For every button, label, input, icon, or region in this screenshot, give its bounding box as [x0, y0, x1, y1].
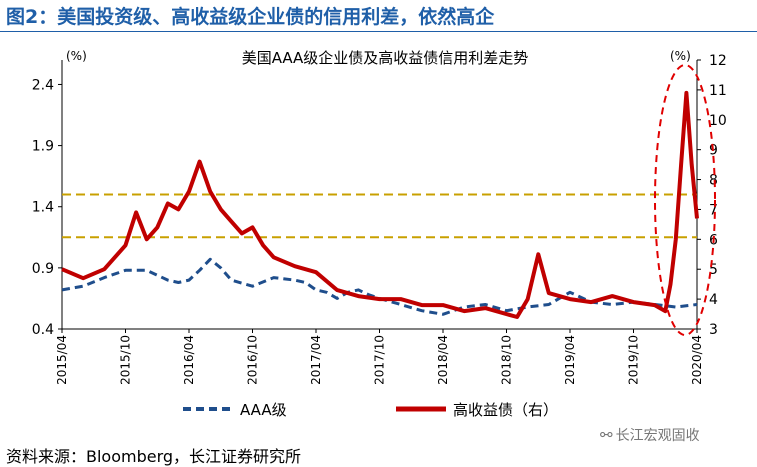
- right-tick-label: 10: [709, 113, 727, 129]
- right-tick-label: 3: [709, 322, 718, 338]
- right-tick-label: 8: [709, 173, 718, 189]
- chart: 美国AAA级企业债及高收益债信用利差走势 (%) (%) 0.4 0.9 1.4 1.…: [32, 49, 727, 419]
- aaa-series-line: [61, 257, 698, 316]
- x-tick-label: 2017/10: [373, 335, 387, 385]
- spike-highlight-ellipse: [654, 64, 716, 336]
- x-tick-label: 2019/04: [563, 335, 577, 385]
- chart-title: 美国AAA级企业债及高收益债信用利差走势: [242, 49, 529, 67]
- x-tick-label: 2016/04: [182, 335, 196, 385]
- high-yield-series-line: [61, 90, 699, 319]
- x-tick-label: 2017/04: [309, 335, 323, 385]
- wechat-icon: ⚯: [600, 426, 613, 444]
- left-tick-label: 2.4: [32, 77, 54, 93]
- x-tick-label: 2020/04: [690, 335, 704, 385]
- left-axis-unit: (%): [66, 49, 87, 63]
- right-tick-label: 5: [709, 262, 718, 278]
- legend-hy-label: 高收益债（右）: [453, 401, 558, 419]
- x-tick-label: 2019/10: [627, 335, 641, 385]
- right-tick-label: 7: [709, 202, 718, 218]
- left-tick-label: 1.4: [32, 200, 54, 216]
- legend-aaa-label: AAA级: [240, 401, 287, 419]
- source-note: 资料来源：Bloomberg，长江证券研究所: [6, 447, 302, 466]
- x-tick-label: 2015/04: [55, 335, 69, 385]
- legend: AAA级 高收益债（右）: [183, 401, 558, 419]
- title-divider: [0, 31, 757, 32]
- x-tick-label: 2018/10: [500, 335, 514, 385]
- watermark: ⚯ 长江宏观固收: [600, 425, 700, 445]
- x-tick-label: 2016/10: [246, 335, 260, 385]
- right-tick-label: 12: [709, 53, 727, 69]
- left-tick-label: 0.4: [32, 322, 54, 338]
- right-axis-unit: (%): [670, 49, 691, 63]
- x-tick-label: 2018/04: [436, 335, 450, 385]
- watermark-text: 长江宏观固收: [615, 428, 700, 444]
- left-tick-label: 1.9: [32, 139, 54, 155]
- x-tick-label: 2015/10: [119, 335, 133, 385]
- right-tick-label: 4: [709, 292, 718, 308]
- right-tick-label: 11: [709, 83, 727, 99]
- left-tick-label: 0.9: [32, 261, 54, 277]
- figure-title: 图2：美国投资级、高收益级企业债的信用利差，依然高企: [6, 6, 495, 28]
